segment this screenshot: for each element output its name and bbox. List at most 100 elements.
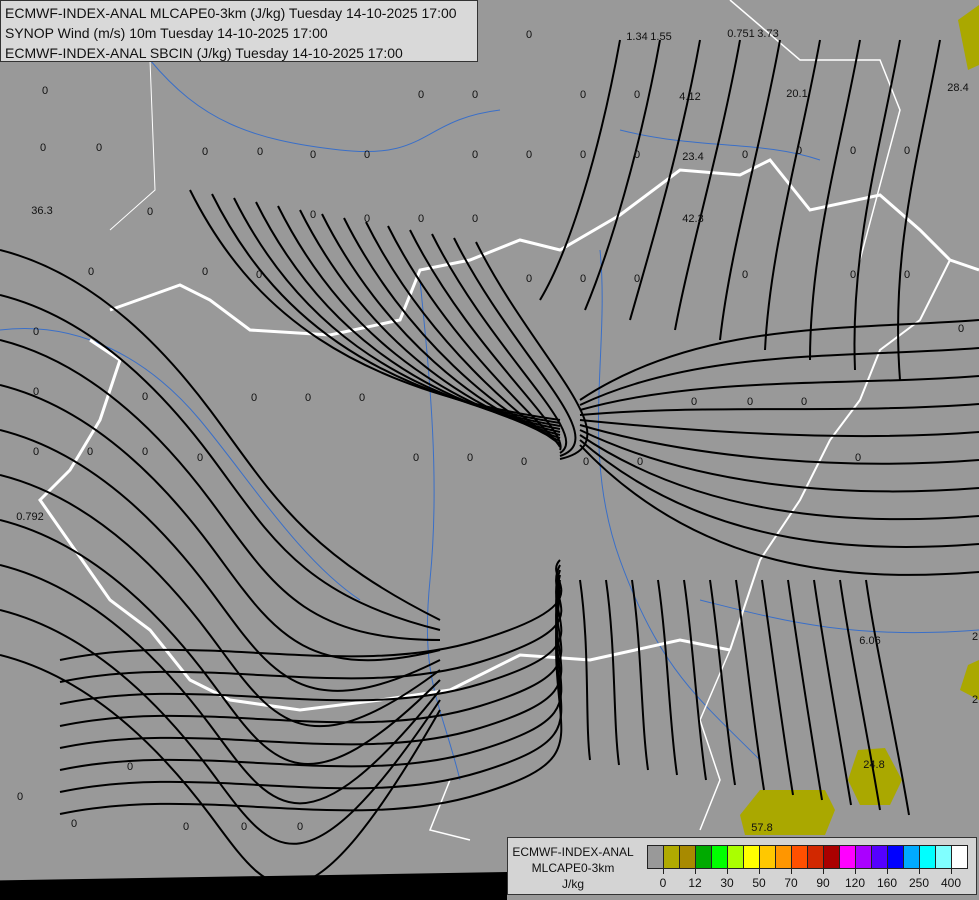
streamline — [683, 579, 707, 781]
streamline — [579, 444, 979, 576]
value-label: 0 — [297, 821, 303, 833]
value-label: 6.06 — [859, 635, 880, 647]
value-label: 0 — [142, 391, 148, 403]
value-labels: 1.34 1.55 0.751 3.73 4.12 20.1 28.4 23.4 42.3 36.… — [16, 28, 978, 834]
value-label: 0 — [418, 213, 424, 225]
value-label: 0 — [241, 821, 247, 833]
streamline — [629, 39, 701, 321]
value-label: 0 — [742, 269, 748, 281]
streamline — [0, 474, 441, 728]
value-label: 0 — [634, 273, 640, 285]
legend-tick — [695, 868, 696, 874]
streamline — [809, 39, 861, 361]
legend-tick-label: 160 — [876, 876, 898, 890]
legend-tick — [759, 868, 760, 874]
value-label: 0 — [958, 323, 964, 335]
streamline — [189, 189, 561, 421]
streamline — [59, 584, 563, 771]
streamline — [579, 439, 979, 549]
value-label: 0 — [87, 446, 93, 458]
title-line-2: SYNOP Wind (m/s) 10m Tuesday 14-10-2025 … — [5, 25, 328, 41]
streamline — [709, 579, 736, 786]
legend-swatch — [792, 846, 808, 868]
value-label: 0 — [310, 209, 316, 221]
title-box: ECMWF-INDEX-ANAL MLCAPE0-3km (J/kg) Tues… — [0, 0, 478, 62]
value-label: 0 — [580, 149, 586, 161]
value-label: 2 — [972, 631, 978, 643]
streamline — [0, 609, 441, 845]
value-label: 0 — [850, 145, 856, 157]
streamline — [59, 594, 563, 815]
value-label: 0 — [418, 89, 424, 101]
value-label: 0 — [42, 85, 48, 97]
streamline — [0, 519, 441, 765]
streamline — [365, 221, 561, 445]
streamline — [0, 429, 441, 692]
legend-tick — [823, 868, 824, 874]
value-label: 0 — [526, 149, 532, 161]
legend-swatch — [728, 846, 744, 868]
legend-swatch — [696, 846, 712, 868]
value-label: 0 — [413, 452, 419, 464]
streamline — [0, 339, 441, 641]
value-label: 0 — [71, 818, 77, 830]
value-label: 23.4 — [682, 151, 703, 163]
legend-tick — [727, 868, 728, 874]
value-label: 0 — [33, 326, 39, 338]
streamline — [605, 579, 620, 766]
legend-tick — [951, 868, 952, 874]
value-label: 0 — [526, 29, 532, 41]
value-label: 0 — [634, 149, 640, 161]
legend-tick-label: 0 — [659, 876, 667, 890]
value-label: 0 — [747, 396, 753, 408]
legend-tick — [855, 868, 856, 874]
streamline — [579, 424, 979, 465]
streamline — [579, 579, 591, 761]
streamline — [59, 589, 563, 793]
cape-area — [960, 660, 979, 700]
value-label: 0 — [305, 392, 311, 404]
value-label: 0 — [904, 269, 910, 281]
streamline — [579, 319, 979, 401]
streamline — [453, 237, 577, 457]
legend-tick — [887, 868, 888, 874]
value-label: 0 — [583, 456, 589, 468]
legend-ticks: 0 12 30 50 70 90 120 160 250 400 — [647, 868, 977, 894]
cape-area — [958, 5, 979, 70]
streamline — [787, 579, 823, 801]
legend-tick-label: 400 — [940, 876, 962, 890]
value-label: 0 — [33, 446, 39, 458]
legend-tick-label: 120 — [844, 876, 866, 890]
value-label: 42.3 — [682, 213, 703, 225]
value-label: 0 — [40, 142, 46, 154]
title-line-3: ECMWF-INDEX-ANAL SBCIN (J/kg) Tuesday 14… — [5, 45, 403, 61]
legend-swatch — [856, 846, 872, 868]
streamline — [579, 347, 979, 406]
streamline — [631, 579, 649, 771]
cape-area — [740, 790, 835, 835]
legend-tick — [919, 868, 920, 874]
color-legend: ECMWF-INDEX-ANAL MLCAPE0-3km J/kg 0 12 30 5… — [507, 837, 977, 895]
legend-tick-label: 250 — [908, 876, 930, 890]
legend-swatch — [872, 846, 888, 868]
value-label: 0 — [310, 149, 316, 161]
value-label: 0 — [580, 89, 586, 101]
legend-parameter: MLCAPE0-3km — [531, 861, 615, 875]
streamline — [579, 419, 979, 438]
legend-swatch — [904, 846, 920, 868]
streamline — [0, 249, 441, 621]
value-label: 0.792 — [16, 511, 44, 523]
legend-swatch — [680, 846, 696, 868]
streamline — [584, 39, 661, 311]
legend-swatch — [840, 846, 856, 868]
value-label: 0 — [257, 146, 263, 158]
legend-swatch — [776, 846, 792, 868]
streamline — [579, 429, 979, 493]
streamline — [211, 193, 561, 424]
streamline — [59, 569, 563, 705]
value-label: 0 — [637, 456, 643, 468]
legend-tick — [791, 868, 792, 874]
value-label: 0 — [472, 89, 478, 101]
streamline — [59, 564, 563, 683]
